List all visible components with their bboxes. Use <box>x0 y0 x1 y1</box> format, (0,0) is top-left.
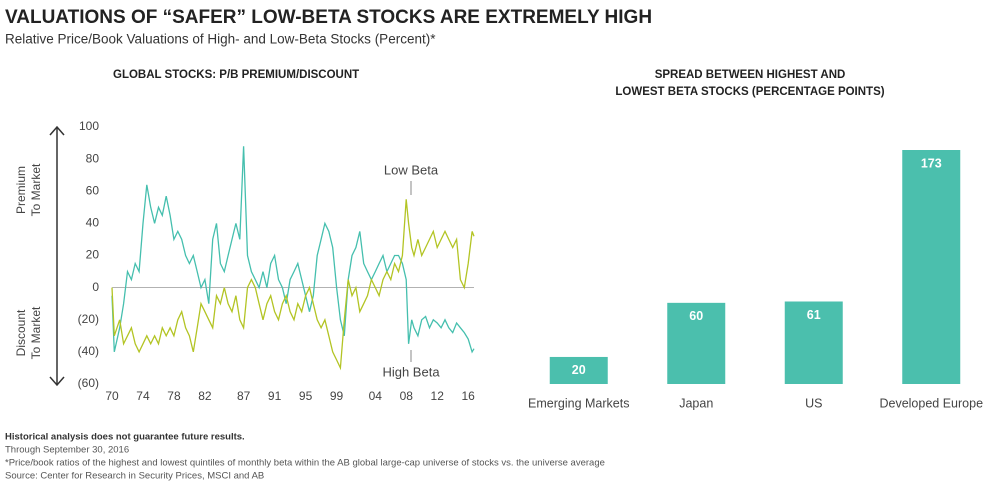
x-tick-label: 95 <box>299 389 313 403</box>
y-tick-label: 100 <box>79 119 99 133</box>
x-tick-label: 78 <box>167 389 181 403</box>
x-tick-label: 91 <box>268 389 282 403</box>
x-tick-label: 12 <box>431 389 445 403</box>
chart-title: GLOBAL STOCKS: P/B PREMIUM/DISCOUNT <box>113 69 359 81</box>
bar-label: 20 <box>572 363 586 377</box>
y-tick-label: 20 <box>86 248 100 262</box>
annotation: Low Beta <box>384 162 439 177</box>
side-label: Premium <box>14 166 28 214</box>
y-tick-label: 60 <box>86 183 100 197</box>
footnote: Historical analysis does not guarantee f… <box>5 432 245 443</box>
x-tick-label: 74 <box>136 389 150 403</box>
bar-label: 61 <box>807 308 821 322</box>
y-tick-label: (20) <box>78 312 99 326</box>
side-label: Discount <box>14 309 28 356</box>
side-label: To Market <box>29 306 43 359</box>
y-tick-label: 0 <box>92 280 99 294</box>
line-series <box>111 199 475 371</box>
page-subtitle: Relative Price/Book Valuations of High- … <box>5 32 436 47</box>
bar <box>549 356 608 384</box>
x-tick-label: 87 <box>237 389 251 403</box>
y-tick-label: 40 <box>86 216 100 230</box>
y-tick-label: 80 <box>86 151 100 165</box>
x-tick-label: US <box>805 396 822 410</box>
x-tick-label: 82 <box>198 389 212 403</box>
x-tick-label: 99 <box>330 389 344 403</box>
side-label: To Market <box>29 163 43 216</box>
x-tick-label: 16 <box>462 389 476 403</box>
bar-label: 173 <box>921 156 942 170</box>
annotation: High Beta <box>382 364 440 379</box>
chart-title: LOWEST BETA STOCKS (PERCENTAGE POINTS) <box>615 86 884 98</box>
bar <box>902 150 961 384</box>
x-tick-label: Emerging Markets <box>528 396 629 410</box>
chart-title: SPREAD BETWEEN HIGHEST AND <box>655 69 846 81</box>
x-tick-label: Japan <box>679 396 713 410</box>
footnote: *Price/book ratios of the highest and lo… <box>5 458 605 469</box>
bar <box>667 302 726 384</box>
footnote: Through September 30, 2016 <box>5 445 129 456</box>
bar <box>784 301 843 384</box>
bar-label: 60 <box>689 309 703 323</box>
axis-arrow <box>49 125 65 387</box>
x-tick-label: Developed Europe <box>879 396 983 410</box>
x-tick-label: 04 <box>369 389 383 403</box>
y-tick-label: (60) <box>78 376 99 390</box>
y-tick-label: (40) <box>78 344 99 358</box>
line-series <box>111 146 475 354</box>
page-title: VALUATIONS OF “SAFER” LOW-BETA STOCKS AR… <box>5 7 652 28</box>
x-tick-label: 70 <box>105 389 119 403</box>
x-tick-label: 08 <box>400 389 414 403</box>
footnote: Source: Center for Research in Security … <box>5 471 264 481</box>
